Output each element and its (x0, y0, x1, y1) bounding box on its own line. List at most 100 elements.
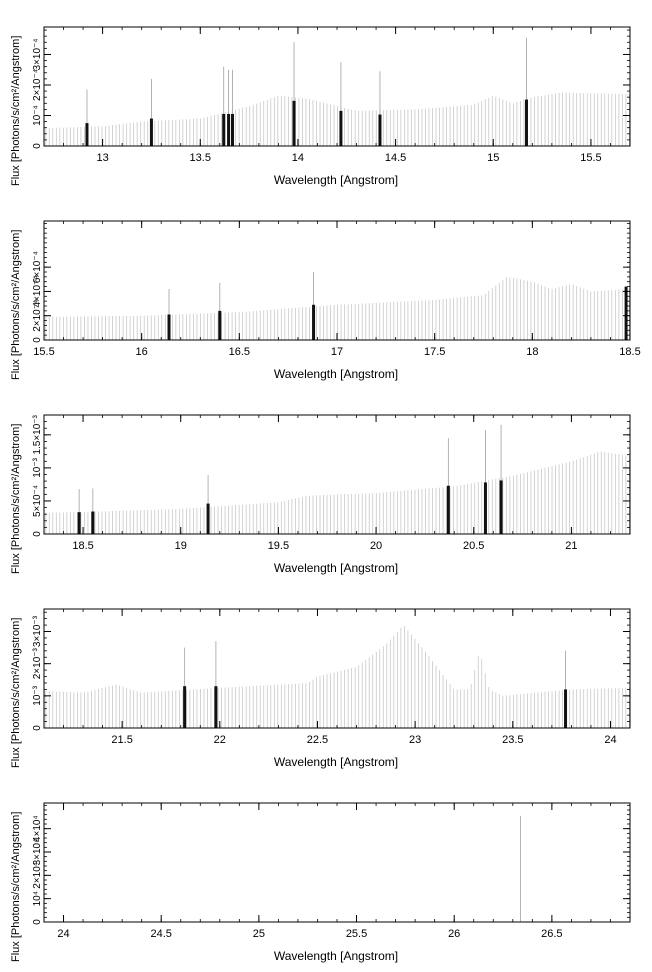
x-tick-label: 14 (292, 152, 304, 164)
x-axis: 18.5 19 19.5 20 20.5 21 (43, 415, 631, 552)
spectrum-panel-3: 18.5 19 19.5 20 20.5 21 0 5×10⁻⁴ 10⁻³ 1.5×10⁻³ Wav… (0, 388, 652, 582)
line-bar (167, 314, 171, 340)
x-tick-label: 17 (331, 346, 343, 358)
x-axis-label: Wavelength [Angstrom] (273, 173, 399, 187)
x-tick-label: 21.5 (111, 734, 132, 746)
line-bar (206, 503, 210, 534)
y-tick-label: 4×10⁴ (32, 815, 43, 842)
y-tick-label: 3×10⁻⁴ (32, 38, 43, 70)
x-tick-label: 20.5 (463, 540, 484, 552)
y-tick-label: 2×10⁴ (32, 862, 43, 889)
y-axis-label: Flux [Photons/s/cm²/Angstrom] (10, 811, 22, 962)
y-tick-label: 0 (32, 919, 43, 925)
chart-svg: 18.5 19 19.5 20 20.5 21 0 5×10⁻⁴ 10⁻³ 1.5×10⁻³ (32, 414, 631, 552)
x-tick-label: 24 (604, 734, 616, 746)
x-tick-label: 23.5 (502, 734, 523, 746)
line-bar (91, 511, 95, 534)
x-axis-label: Wavelength [Angstrom] (273, 367, 399, 381)
spectrum-panel-4: 21.5 22 22.5 23 23.5 24 0 10⁻³ 2×10⁻³ 3×10⁻³ Wavel… (0, 582, 652, 776)
line-bar (446, 485, 450, 534)
plot-frame (43, 220, 631, 341)
line-bar (292, 100, 296, 146)
line-bar (499, 480, 503, 534)
x-tick-label: 26 (448, 928, 460, 940)
y-tick-label: 0 (32, 725, 43, 731)
y-tick-label: 10⁻⁴ (32, 105, 43, 126)
plot-frame (43, 608, 631, 729)
y-tick-label: 4×10⁻⁴ (32, 275, 43, 307)
y-axis: 0 2×10⁻⁴4×10⁻⁴6×10⁻⁴ (32, 223, 630, 343)
line-bar (149, 118, 153, 146)
y-axis-label: Flux [Photons/s/cm²/Angstrom] (10, 229, 22, 380)
x-tick-label: 13 (96, 152, 108, 164)
y-tick-label: 10⁴ (32, 891, 43, 906)
x-tick-label: 25.5 (346, 928, 367, 940)
y-tick-label: 6×10⁻⁴ (32, 251, 43, 283)
x-tick-label: 19 (175, 540, 187, 552)
plot-frame (43, 26, 631, 147)
plot-frame (43, 414, 631, 535)
x-tick-label: 18 (526, 346, 538, 358)
line-bar (227, 113, 231, 146)
x-tick-label: 20 (370, 540, 382, 552)
chart-svg: 21.5 22 22.5 23 23.5 24 0 10⁻³ 2×10⁻³3×10⁻³ (32, 608, 631, 746)
line-bar (339, 110, 343, 146)
line-bar (77, 512, 81, 534)
continuum-series (45, 451, 630, 534)
x-tick-label: 13.5 (190, 152, 211, 164)
line-bar (524, 99, 528, 146)
x-axis: 21.5 22 22.5 23 23.5 24 (43, 609, 631, 746)
continuum-series (45, 277, 630, 340)
x-tick-label: 15 (487, 152, 499, 164)
y-tick-label: 3×10⁴ (32, 839, 43, 866)
x-tick-label: 15.5 (580, 152, 601, 164)
line-bar (214, 686, 218, 728)
line-bar (183, 686, 187, 728)
y-tick-label: 2×10⁻⁴ (32, 300, 43, 332)
emission-lines (85, 37, 528, 146)
x-tick-label: 24.5 (150, 928, 171, 940)
y-axis: 0 10⁻³ 2×10⁻³3×10⁻³ (32, 611, 630, 731)
line-bar (624, 286, 628, 340)
continuum-series (45, 626, 630, 728)
y-axis: 0 10⁻⁴ 2×10⁻⁴3×10⁻⁴ (32, 29, 630, 149)
spectrum-panel-2: 15.5 16 16.5 17 17.5 18 18.5 0 2×10⁻⁴ 4×10⁻⁴ 6×10⁻… (0, 194, 652, 388)
x-tick-label: 25 (253, 928, 265, 940)
x-tick-label: 21 (565, 540, 577, 552)
y-axis-label: Flux [Photons/s/cm²/Angstrom] (10, 423, 22, 574)
chart-svg: 13 13.5 14 14.5 15 15.5 0 10⁻⁴ 2×10⁻⁴3×10⁻⁴ (32, 26, 631, 164)
x-tick-label: 15.5 (33, 346, 54, 358)
chart-svg: 15.5 16 16.5 17 17.5 18 18.5 0 2×10⁻⁴4×10⁻⁴6×10⁻… (32, 220, 641, 358)
x-tick-label: 22 (214, 734, 226, 746)
x-axis-label: Wavelength [Angstrom] (273, 561, 399, 575)
line-bar (230, 113, 234, 146)
x-tick-label: 16 (136, 346, 148, 358)
x-tick-label: 22.5 (307, 734, 328, 746)
emission-lines (183, 641, 568, 728)
y-tick-label: 2×10⁻³ (32, 647, 43, 679)
continuum-series (45, 92, 630, 146)
line-bar (222, 113, 226, 146)
spectrum-panel-5: 24 24.5 25 25.5 26 26.5 0 10⁴ 2×10⁴ 3×10⁴ 4×10⁴ Wav… (0, 776, 652, 970)
plot-frame (43, 802, 631, 923)
x-axis-label: Wavelength [Angstrom] (273, 949, 399, 963)
y-tick-label: 0 (32, 337, 43, 343)
line-bar (85, 123, 89, 146)
x-tick-label: 16.5 (229, 346, 250, 358)
x-tick-label: 18.5 (619, 346, 640, 358)
x-tick-label: 19.5 (268, 540, 289, 552)
y-tick-label: 10⁻³ (32, 457, 43, 477)
y-tick-label: 10⁻³ (32, 685, 43, 705)
y-axis: 0 5×10⁻⁴ 10⁻³ 1.5×10⁻³ (32, 414, 630, 537)
y-tick-label: 0 (32, 531, 43, 537)
line-bar (483, 482, 487, 534)
y-tick-label: 5×10⁻⁴ (32, 485, 43, 517)
emission-lines (167, 272, 628, 340)
x-tick-label: 26.5 (541, 928, 562, 940)
line-bar (564, 689, 568, 728)
x-tick-label: 18.5 (72, 540, 93, 552)
x-tick-label: 23 (409, 734, 421, 746)
